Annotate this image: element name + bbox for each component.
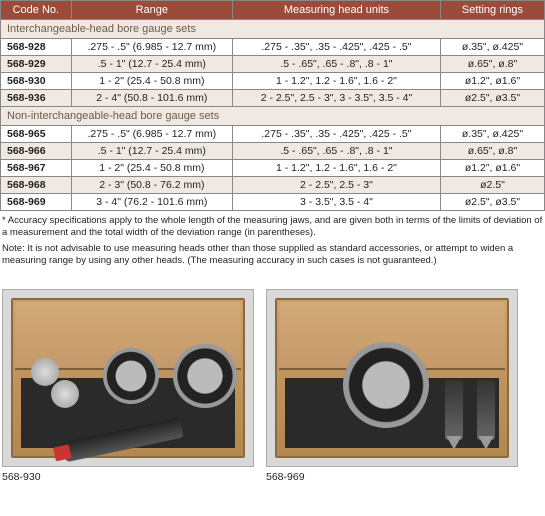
cell-rings: ø1.2", ø1.6" <box>440 73 544 90</box>
cell-heads: 1 - 1.2", 1.2 - 1.6", 1.6 - 2" <box>232 160 440 177</box>
table-row: 568-9682 - 3" (50.8 - 76.2 mm)2 - 2.5", … <box>1 177 545 194</box>
th-range: Range <box>71 1 232 20</box>
table-row: 568-928.275 - .5" (6.985 - 12.7 mm).275 … <box>1 39 545 56</box>
cell-code: 568-930 <box>1 73 72 90</box>
table-row: 568-9671 - 2" (25.4 - 50.8 mm)1 - 1.2", … <box>1 160 545 177</box>
cell-code: 568-966 <box>1 143 72 160</box>
cell-range: 2 - 3" (50.8 - 76.2 mm) <box>71 177 232 194</box>
cell-heads: .275 - .35", .35 - .425", .425 - .5" <box>232 126 440 143</box>
cell-rings: ø.65", ø.8" <box>440 143 544 160</box>
cell-code: 568-969 <box>1 194 72 211</box>
cell-rings: ø2.5" <box>440 177 544 194</box>
table-row: 568-9362 - 4" (50.8 - 101.6 mm)2 - 2.5",… <box>1 90 545 107</box>
table-row: 568-929.5 - 1" (12.7 - 25.4 mm).5 - .65"… <box>1 56 545 73</box>
cell-rings: ø.35", ø.425" <box>440 39 544 56</box>
cell-code: 568-936 <box>1 90 72 107</box>
cell-range: 1 - 2" (25.4 - 50.8 mm) <box>71 160 232 177</box>
th-heads: Measuring head units <box>232 1 440 20</box>
table-row: 568-9301 - 2" (25.4 - 50.8 mm)1 - 1.2", … <box>1 73 545 90</box>
section-interchangeable: Interchangeable-head bore gauge sets <box>1 20 545 39</box>
cell-range: .5 - 1" (12.7 - 25.4 mm) <box>71 56 232 73</box>
cell-heads: 2 - 2.5", 2.5 - 3", 3 - 3.5", 3.5 - 4" <box>232 90 440 107</box>
cell-range: .5 - 1" (12.7 - 25.4 mm) <box>71 143 232 160</box>
table-row: 568-9693 - 4" (76.2 - 101.6 mm)3 - 3.5",… <box>1 194 545 211</box>
cell-range: .275 - .5" (6.985 - 12.7 mm) <box>71 39 232 56</box>
cell-heads: 2 - 2.5", 2.5 - 3" <box>232 177 440 194</box>
footnote-accuracy: * Accuracy specifications apply to the w… <box>2 215 543 239</box>
cell-rings: ø.35", ø.425" <box>440 126 544 143</box>
cell-heads: 3 - 3.5", 3.5 - 4" <box>232 194 440 211</box>
cell-range: 1 - 2" (25.4 - 50.8 mm) <box>71 73 232 90</box>
cell-heads: .275 - .35", .35 - .425", .425 - .5" <box>232 39 440 56</box>
photo-caption-left: 568-930 <box>2 471 254 483</box>
cell-range: 3 - 4" (76.2 - 101.6 mm) <box>71 194 232 211</box>
cell-heads: .5 - .65", .65 - .8", .8 - 1" <box>232 56 440 73</box>
product-photo-568-930 <box>2 289 254 467</box>
cell-range: 2 - 4" (50.8 - 101.6 mm) <box>71 90 232 107</box>
cell-code: 568-929 <box>1 56 72 73</box>
th-rings: Setting rings <box>440 1 544 20</box>
cell-rings: ø2.5", ø3.5" <box>440 90 544 107</box>
footnote-heads-warning: Note: It is not advisable to use measuri… <box>2 243 543 267</box>
cell-rings: ø.65", ø.8" <box>440 56 544 73</box>
cell-rings: ø1.2", ø1.6" <box>440 160 544 177</box>
th-code: Code No. <box>1 1 72 20</box>
section-noninterchangeable: Non-interchangeable-head bore gauge sets <box>1 107 545 126</box>
table-row: 568-966.5 - 1" (12.7 - 25.4 mm).5 - .65"… <box>1 143 545 160</box>
cell-code: 568-967 <box>1 160 72 177</box>
cell-code: 568-928 <box>1 39 72 56</box>
cell-heads: 1 - 1.2", 1.2 - 1.6", 1.6 - 2" <box>232 73 440 90</box>
photo-row: 568-930 568-969 <box>0 289 545 483</box>
product-photo-568-969 <box>266 289 518 467</box>
cell-range: .275 - .5" (6.985 - 12.7 mm) <box>71 126 232 143</box>
photo-caption-right: 568-969 <box>266 471 518 483</box>
cell-heads: .5 - .65", .65 - .8", .8 - 1" <box>232 143 440 160</box>
cell-code: 568-965 <box>1 126 72 143</box>
cell-code: 568-968 <box>1 177 72 194</box>
table-row: 568-965.275 - .5" (6.985 - 12.7 mm).275 … <box>1 126 545 143</box>
cell-rings: ø2.5", ø3.5" <box>440 194 544 211</box>
spec-table: Code No. Range Measuring head units Sett… <box>0 0 545 211</box>
